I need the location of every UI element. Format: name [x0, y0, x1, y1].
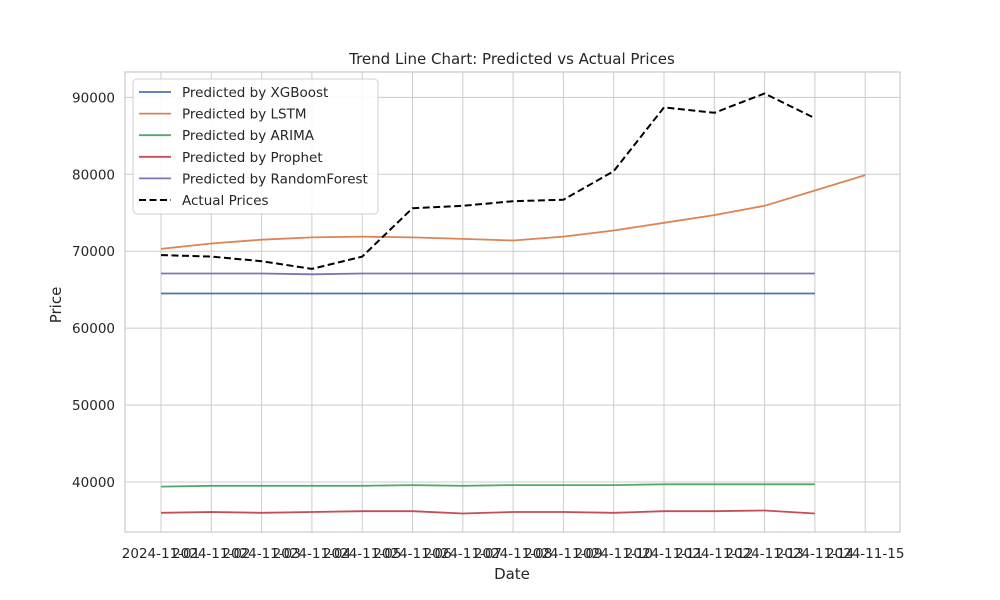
y-tick-label: 70000 [72, 244, 115, 260]
series-lines [160, 92, 866, 515]
series-line-predicted-by-lstm [160, 174, 866, 250]
y-tick-label: 60000 [72, 321, 115, 337]
y-tick-label: 90000 [72, 90, 115, 106]
x-tick-label: 2024-11-15 [826, 546, 904, 562]
x-tick-label: 2024-11-01 [122, 546, 200, 562]
x-tick-label: 2024-11-04 [273, 546, 351, 562]
legend-label: Actual Prices [182, 193, 269, 209]
series-line-predicted-by-randomforest [161, 272, 815, 276]
x-tick-label: 2024-11-02 [172, 546, 250, 562]
legend-label: Predicted by XGBoost [182, 85, 328, 101]
x-tick-label: 2024-11-08 [474, 546, 552, 562]
plot-frame [124, 71, 901, 533]
y-tick-label: 50000 [72, 398, 115, 414]
x-tick-label: 2024-11-12 [675, 546, 753, 562]
y-tick-label: 40000 [72, 475, 115, 491]
legend: Predicted by XGBoost Predicted by LSTM Pre… [132, 78, 379, 215]
series-line-predicted-by-prophet [160, 509, 815, 515]
x-tick-label: 2024-11-14 [776, 546, 854, 562]
y-axis-ticks: 40000 50000 60000 70000 80000 90000 [72, 90, 115, 491]
x-tick-label: 2024-11-11 [625, 546, 703, 562]
x-tick-label: 2024-11-09 [524, 546, 602, 562]
x-tick-label: 2024-11-07 [424, 546, 502, 562]
legend-label: Predicted by LSTM [182, 107, 307, 123]
x-tick-label: 2024-11-06 [373, 546, 451, 562]
x-axis-ticks: 2024-11-012024-11-022024-11-032024-11-04… [122, 546, 905, 562]
series-line-predicted-by-arima [160, 483, 815, 488]
y-axis-label: Price [47, 287, 65, 324]
x-tick-label: 2024-11-13 [725, 546, 803, 562]
legend-label: Predicted by Prophet [182, 150, 323, 166]
series-line-actual-prices [160, 92, 816, 270]
y-tick-label: 80000 [72, 167, 115, 183]
legend-label: Predicted by RandomForest [182, 171, 368, 187]
legend-label: Predicted by ARIMA [182, 128, 315, 144]
chart-title: Trend Line Chart: Predicted vs Actual Pr… [348, 50, 675, 68]
x-axis-label: Date [494, 565, 530, 583]
x-tick-label: 2024-11-03 [222, 546, 300, 562]
legend-box [132, 78, 379, 215]
x-tick-label: 2024-11-10 [574, 546, 652, 562]
x-tick-label: 2024-11-05 [323, 546, 401, 562]
